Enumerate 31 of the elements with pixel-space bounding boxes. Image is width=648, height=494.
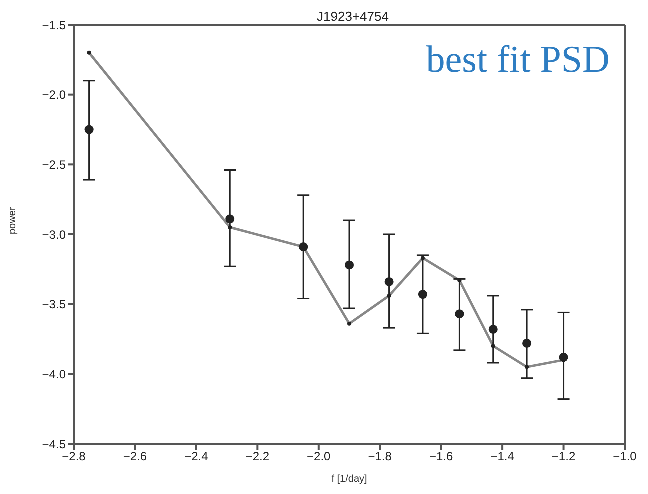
y-axis-title: power: [8, 206, 19, 234]
y-tick-label: −3.0: [42, 228, 66, 242]
point: [344, 260, 354, 270]
x-tick-label: −1.6: [429, 450, 454, 464]
x-tick-label: −1.4: [490, 450, 515, 464]
y-tick-label: −2.5: [42, 158, 66, 172]
x-tick-label: −2.6: [123, 450, 148, 464]
point: [226, 214, 235, 224]
point: [559, 352, 568, 362]
x-tick-label: −1.2: [552, 450, 576, 464]
point: [488, 324, 498, 334]
y-tick-label: −4.5: [42, 437, 66, 452]
chart-title: J1923+4754: [316, 9, 390, 24]
point: [418, 290, 428, 300]
x-tick-label: −2.4: [184, 450, 209, 464]
point: [455, 310, 464, 319]
point: [299, 242, 308, 252]
y-tick-label: −2.0: [42, 88, 66, 102]
x-tick-label: −1.0: [613, 450, 638, 464]
point: [84, 125, 94, 134]
x-tick-label: −2.2: [246, 450, 270, 464]
x-tick-label: −2.8: [62, 450, 86, 464]
x-tick-label: −2.0: [307, 450, 332, 464]
y-tick-label: −4.0: [42, 367, 66, 382]
annotation: best fit PSD: [426, 38, 610, 82]
y-tick-label: −1.5: [42, 18, 66, 32]
point: [522, 338, 532, 348]
x-tick-label: −1.8: [368, 450, 392, 464]
x-axis-title: f [1/day]: [332, 474, 368, 485]
point: [384, 277, 394, 286]
y-tick-label: −3.5: [42, 298, 66, 312]
